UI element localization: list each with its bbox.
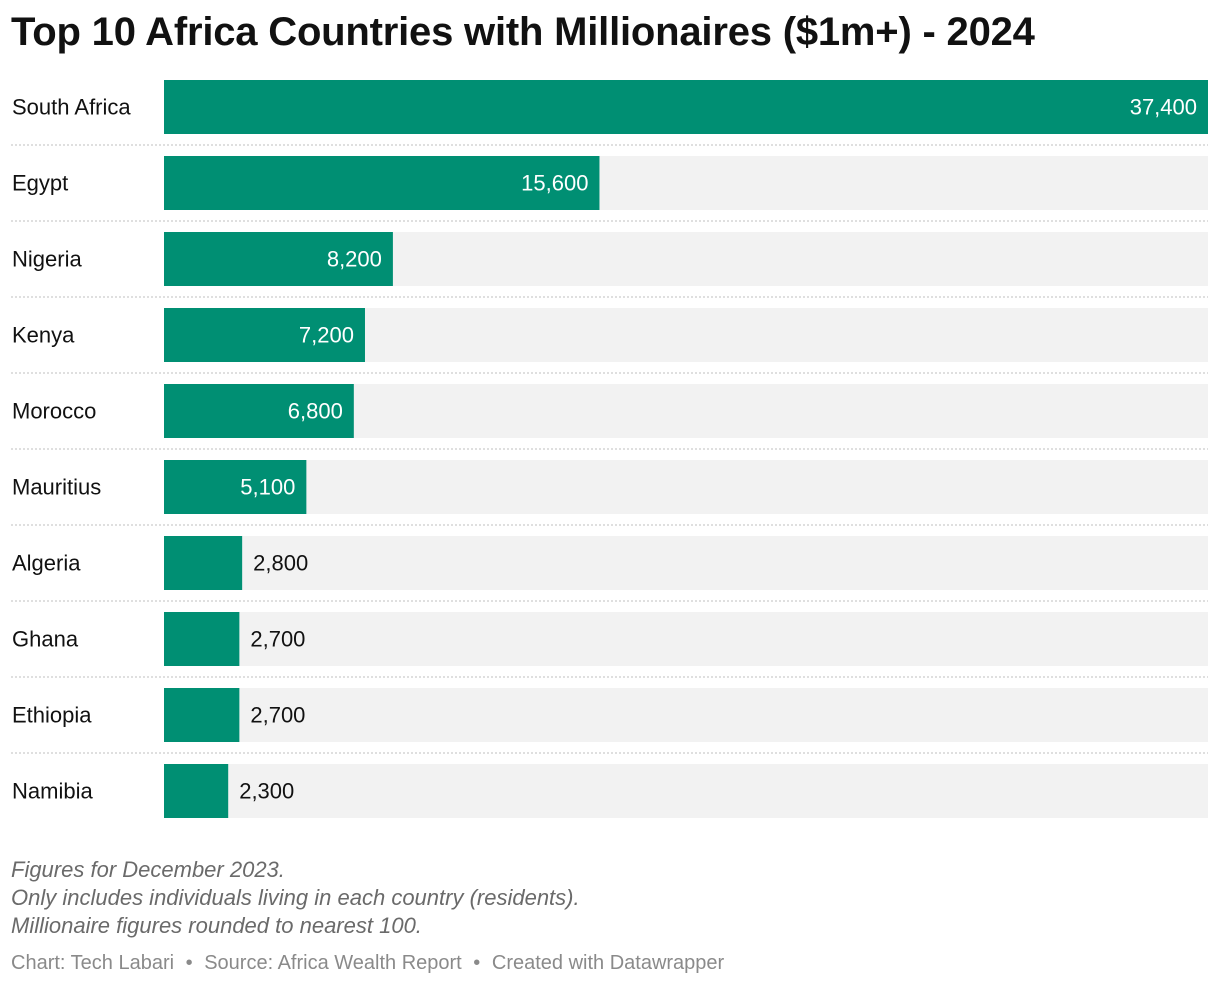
bar <box>164 536 243 590</box>
bar <box>164 308 365 362</box>
category-label: Morocco <box>12 399 96 424</box>
category-label: Egypt <box>12 171 68 196</box>
data-label: 37,400 <box>1130 95 1197 120</box>
data-label: 15,600 <box>521 171 588 196</box>
data-label: 2,800 <box>253 551 308 576</box>
bar <box>164 156 600 210</box>
chart-title: Top 10 Africa Countries with Millionaire… <box>11 10 1035 54</box>
bar-track <box>164 536 1208 590</box>
category-label: Algeria <box>12 551 81 576</box>
note-line: Millionaire figures rounded to nearest 1… <box>11 913 422 938</box>
data-label: 2,700 <box>250 703 305 728</box>
data-label: 7,200 <box>299 323 354 348</box>
bar <box>164 384 354 438</box>
bar-track <box>164 764 1208 818</box>
bar <box>164 688 240 742</box>
bar-chart: South Africa 37,400 Egypt 15,600 Nigeria 8,20… <box>11 80 1208 818</box>
category-label: South Africa <box>12 95 131 120</box>
bar <box>164 80 1208 134</box>
data-label: 5,100 <box>240 475 295 500</box>
chart-credits: Chart: Tech Labari • Source: Africa Weal… <box>11 952 724 975</box>
bar-track <box>164 688 1208 742</box>
credit-separator: • <box>185 952 193 974</box>
note-line: Figures for December 2023. <box>11 857 285 882</box>
category-label: Namibia <box>12 779 93 804</box>
credit-separator: • <box>473 952 481 974</box>
bar-track <box>164 460 1208 514</box>
note-line: Only includes individuals living in each… <box>11 885 580 910</box>
data-label: 2,300 <box>239 779 294 804</box>
category-label: Mauritius <box>12 475 101 500</box>
bar <box>164 460 307 514</box>
bar <box>164 764 229 818</box>
category-label: Ethiopia <box>12 703 92 728</box>
data-label: 6,800 <box>288 399 343 424</box>
bar-track <box>164 612 1208 666</box>
bar <box>164 232 393 286</box>
bar <box>164 612 240 666</box>
credit-source: Source: Africa Wealth Report <box>204 952 462 974</box>
credit-created: Created with Datawrapper <box>491 952 725 974</box>
category-label: Ghana <box>12 627 79 652</box>
data-label: 8,200 <box>327 247 382 272</box>
category-label: Kenya <box>12 323 75 348</box>
data-label: 2,700 <box>250 627 305 652</box>
credit-chart: Chart: Tech Labari <box>11 952 175 974</box>
category-label: Nigeria <box>12 247 82 272</box>
chart-notes: Figures for December 2023. Only includes… <box>11 856 580 940</box>
